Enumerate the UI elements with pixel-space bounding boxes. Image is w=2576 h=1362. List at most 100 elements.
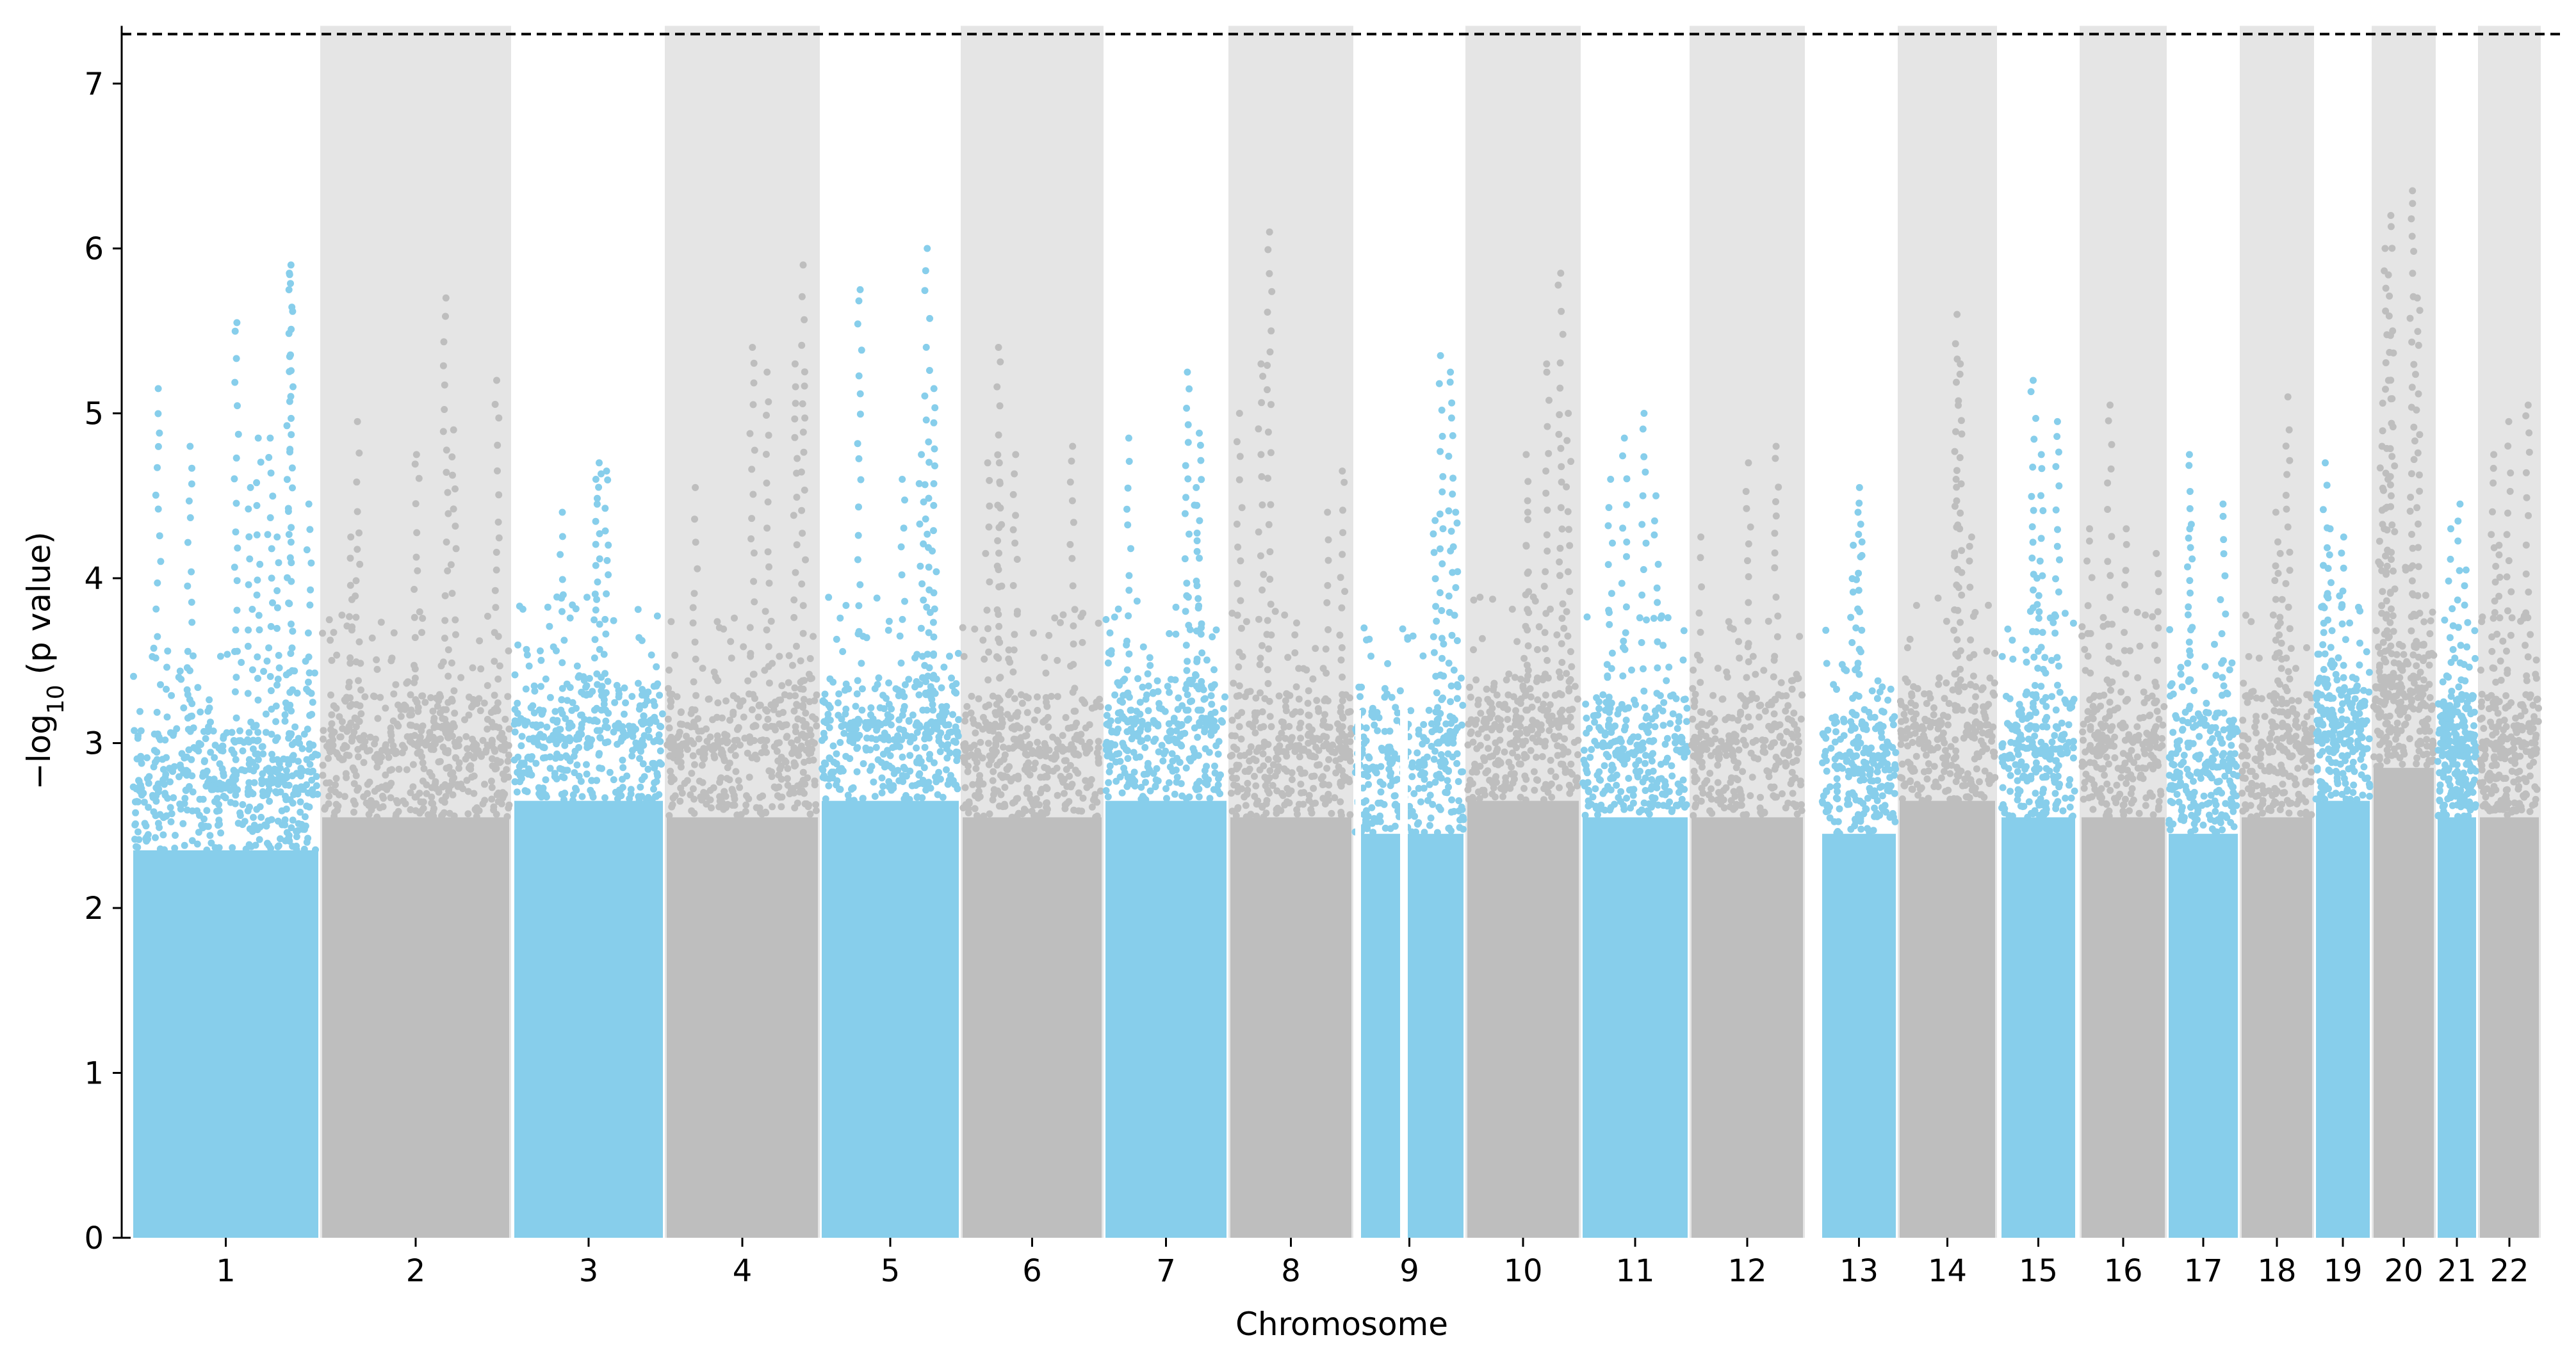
snp-point [1712, 748, 1720, 756]
chromosome-4-bulk [667, 817, 818, 1238]
snp-point [1447, 528, 1455, 535]
snp-point [1566, 588, 1574, 596]
snp-point [826, 675, 834, 683]
snp-point [1641, 704, 1649, 711]
snp-point [201, 757, 208, 765]
snp-point [799, 701, 807, 709]
snp-point [1007, 688, 1014, 696]
snp-point [441, 635, 448, 642]
snp-point [477, 665, 485, 673]
snp-point [1184, 439, 1192, 446]
snp-point [1659, 722, 1667, 729]
snp-point [273, 734, 281, 742]
snp-point [1346, 708, 1354, 715]
snp-point [179, 820, 187, 827]
snp-point [1558, 615, 1566, 622]
snp-point [442, 312, 449, 320]
snp-point [593, 670, 601, 677]
snp-point [1467, 716, 1475, 724]
snp-point [792, 692, 799, 699]
snp-point [989, 777, 997, 784]
snp-point [928, 718, 936, 726]
snp-point [959, 624, 966, 631]
snp-point [1184, 691, 1191, 699]
snp-point [1502, 774, 1510, 782]
snp-point [190, 652, 197, 660]
snp-point [1268, 631, 1275, 639]
snp-point [1504, 716, 1512, 723]
snp-point [858, 706, 866, 714]
snp-point [1273, 787, 1281, 795]
snp-point [1622, 629, 1629, 636]
snp-point [189, 788, 197, 796]
snp-point [1565, 687, 1573, 695]
snp-point [1770, 710, 1778, 718]
snp-point [265, 781, 273, 789]
snp-point [1011, 470, 1018, 478]
snp-point [1140, 770, 1148, 778]
snp-point [286, 688, 294, 696]
snp-point [1771, 564, 1779, 572]
snp-point [1510, 693, 1517, 701]
snp-point [1018, 699, 1026, 707]
snp-point [1297, 734, 1305, 742]
snp-point [306, 526, 314, 533]
snp-point [1407, 707, 1415, 715]
snp-point [572, 784, 579, 792]
snp-point [1045, 723, 1052, 731]
snp-point [1158, 742, 1166, 749]
snp-point [1546, 701, 1554, 709]
snp-point [1743, 811, 1750, 818]
snp-point [1233, 438, 1241, 446]
snp-point [744, 677, 752, 685]
snp-point [1620, 806, 1628, 813]
snp-point [247, 718, 255, 726]
snp-point [1731, 793, 1739, 800]
snp-point [566, 757, 574, 765]
snp-point [1611, 800, 1618, 808]
snp-point [216, 653, 224, 660]
snp-point [238, 659, 245, 666]
snp-point [558, 608, 566, 615]
snp-point [289, 756, 297, 763]
snp-point [303, 838, 311, 846]
snp-point [355, 638, 363, 645]
snp-point [185, 497, 193, 505]
snp-point [1137, 784, 1145, 791]
snp-point [494, 518, 502, 526]
peak-point [1652, 492, 1659, 499]
snp-point [351, 800, 359, 808]
snp-point [232, 499, 240, 507]
snp-point [284, 756, 291, 763]
snp-point [797, 678, 804, 686]
peak-point [1125, 434, 1132, 442]
snp-point [623, 772, 631, 780]
snp-point [1106, 629, 1114, 636]
snp-point [166, 765, 174, 772]
snp-point [245, 784, 252, 792]
snp-point [750, 578, 758, 585]
snp-point [156, 429, 163, 437]
snp-point [1182, 642, 1190, 649]
snp-point [848, 786, 855, 793]
snp-point [275, 664, 283, 672]
snp-point [591, 616, 598, 624]
snp-point [793, 541, 801, 549]
snp-point [1266, 548, 1274, 556]
snp-point [388, 654, 396, 662]
snp-point [1043, 765, 1051, 772]
snp-point [374, 715, 382, 722]
snp-point [1788, 768, 1796, 776]
snp-point [1445, 592, 1453, 600]
snp-point [448, 659, 455, 667]
snp-point [1793, 726, 1801, 734]
snp-point [981, 655, 988, 663]
snp-point [354, 753, 362, 761]
snp-point [206, 832, 214, 839]
snp-point [244, 642, 252, 650]
snp-point [1445, 453, 1453, 460]
snp-point [1632, 701, 1640, 708]
snp-point [330, 629, 338, 636]
snp-point [884, 626, 892, 634]
snp-point [773, 740, 781, 747]
